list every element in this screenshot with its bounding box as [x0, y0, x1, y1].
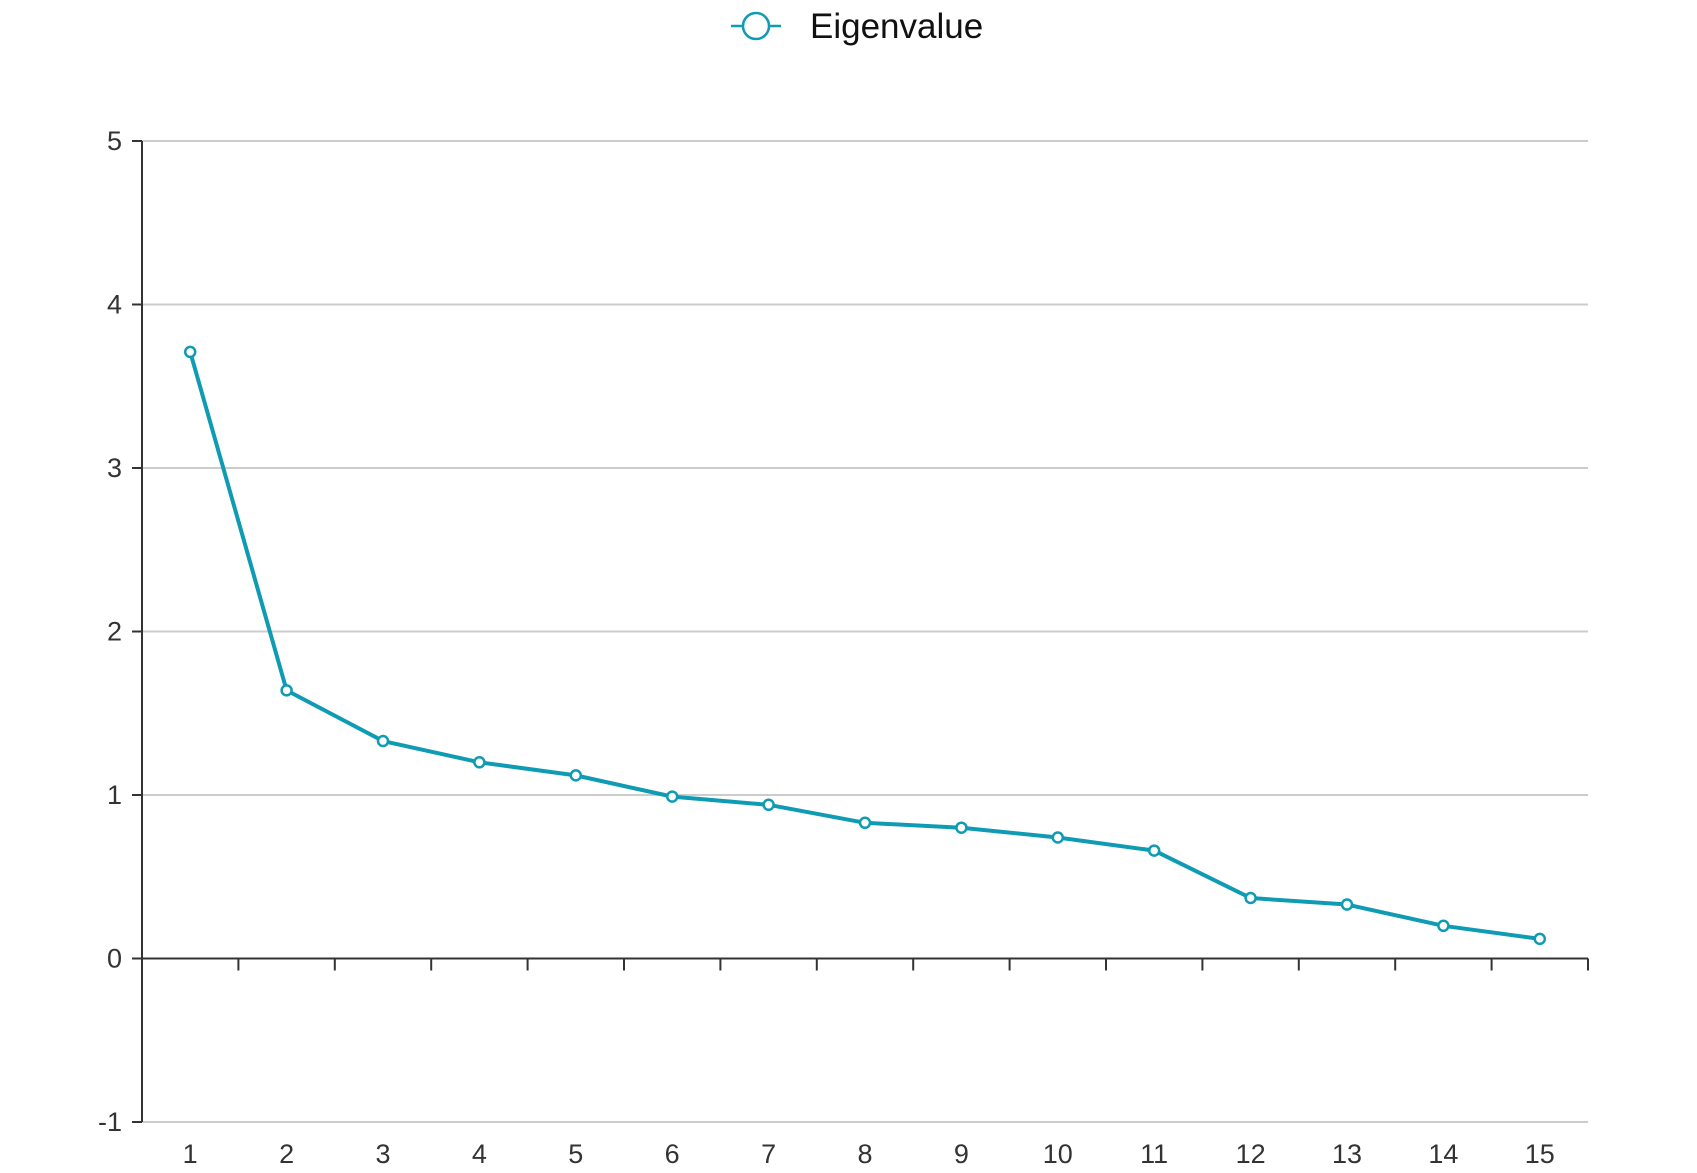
x-tick-label: 14 — [1428, 1139, 1458, 1169]
y-tick-label: 2 — [107, 617, 122, 647]
x-tick-label: 1 — [183, 1139, 198, 1169]
x-tick-label: 11 — [1140, 1139, 1168, 1169]
legend[interactable]: Eigenvalue — [731, 7, 983, 46]
x-tick-label: 6 — [665, 1139, 680, 1169]
x-tick-label: 2 — [279, 1139, 294, 1169]
y-tick-label: 4 — [107, 290, 122, 320]
data-point[interactable] — [1147, 844, 1161, 857]
x-tick-label: 9 — [954, 1139, 969, 1169]
data-point[interactable] — [1051, 831, 1065, 844]
data-point[interactable] — [1244, 891, 1257, 905]
x-axis-ticks: 1 2 3 4 5 6 7 8 9 10 11 12 13 14 15 — [183, 958, 1589, 1169]
data-point[interactable] — [376, 734, 390, 748]
x-tick-label: 13 — [1332, 1139, 1362, 1169]
data-point[interactable] — [858, 816, 872, 830]
y-axis-ticks: -1 0 1 2 3 4 5 — [98, 126, 142, 1137]
y-tick-label: 0 — [107, 944, 122, 974]
data-point[interactable] — [1437, 919, 1450, 933]
y-tick-label: 3 — [107, 453, 122, 483]
x-tick-label: 3 — [375, 1139, 390, 1169]
series-line — [188, 351, 1541, 941]
legend-marker-icon — [741, 11, 771, 41]
data-point[interactable] — [280, 684, 293, 697]
data-point[interactable] — [569, 769, 583, 782]
data-point[interactable] — [1340, 898, 1354, 911]
data-point[interactable] — [665, 790, 679, 803]
x-tick-label: 7 — [761, 1139, 776, 1169]
data-point[interactable] — [955, 821, 968, 834]
data-point[interactable] — [1533, 932, 1547, 946]
grid-lines — [142, 140, 1588, 1123]
y-tick-label: 5 — [107, 126, 122, 156]
x-tick-label: 5 — [568, 1139, 583, 1169]
y-tick-label: -1 — [98, 1107, 122, 1137]
legend-label: Eigenvalue — [810, 7, 983, 46]
data-point[interactable] — [183, 345, 197, 359]
data-point[interactable] — [762, 798, 775, 812]
series-eigenvalue — [183, 345, 1547, 946]
y-tick-label: 1 — [107, 780, 122, 810]
x-tick-label: 12 — [1236, 1139, 1266, 1169]
data-point[interactable] — [473, 756, 486, 769]
x-tick-label: 10 — [1043, 1139, 1073, 1169]
x-tick-label: 15 — [1525, 1139, 1555, 1169]
x-tick-label: 4 — [472, 1139, 487, 1169]
x-tick-label: 8 — [857, 1139, 872, 1169]
